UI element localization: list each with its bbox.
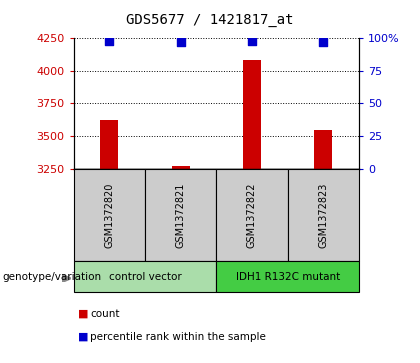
Text: percentile rank within the sample: percentile rank within the sample bbox=[90, 332, 266, 342]
Point bbox=[320, 39, 327, 45]
Text: GSM1372821: GSM1372821 bbox=[176, 182, 186, 248]
Text: control vector: control vector bbox=[108, 272, 181, 282]
Point bbox=[177, 39, 184, 45]
Text: IDH1 R132C mutant: IDH1 R132C mutant bbox=[236, 272, 340, 282]
Polygon shape bbox=[62, 274, 71, 282]
Text: genotype/variation: genotype/variation bbox=[2, 272, 101, 282]
Text: GSM1372822: GSM1372822 bbox=[247, 182, 257, 248]
Text: ■: ■ bbox=[78, 332, 88, 342]
Text: GSM1372823: GSM1372823 bbox=[318, 182, 328, 248]
Text: GDS5677 / 1421817_at: GDS5677 / 1421817_at bbox=[126, 13, 294, 27]
Text: GSM1372820: GSM1372820 bbox=[104, 182, 114, 248]
Bar bbox=[315, 130, 332, 169]
Point bbox=[249, 38, 255, 44]
Text: count: count bbox=[90, 309, 120, 319]
Bar bbox=[243, 60, 261, 169]
Text: ■: ■ bbox=[78, 309, 88, 319]
Bar bbox=[100, 121, 118, 169]
Point bbox=[106, 38, 113, 44]
Bar bbox=[172, 166, 189, 169]
